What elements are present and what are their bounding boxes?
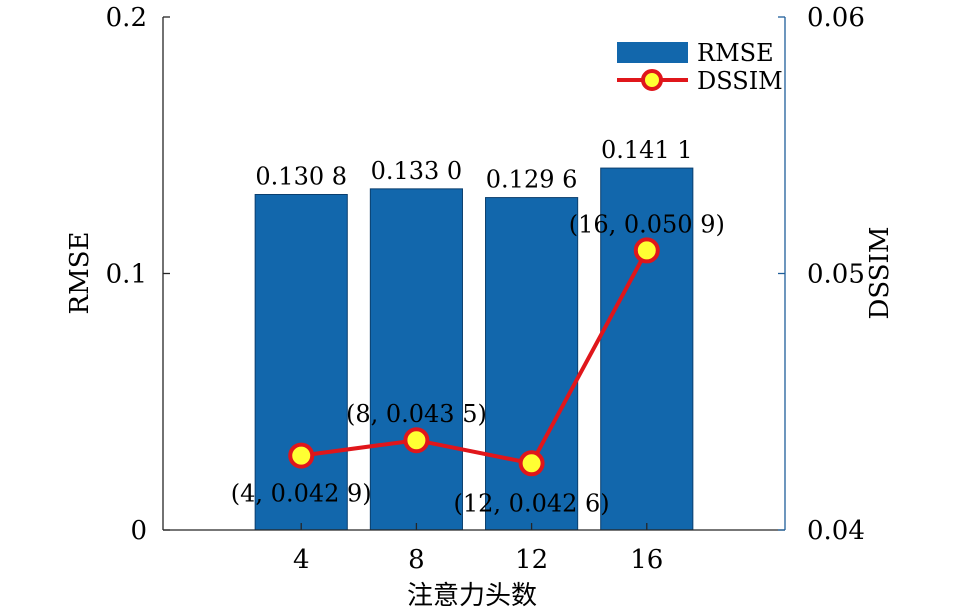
legend-label-rmse: RMSE <box>697 39 774 67</box>
legend-marker-dssim <box>641 69 663 91</box>
x-tick-label-12: 12 <box>515 545 548 575</box>
x-axis-title: 注意力头数 <box>407 581 537 611</box>
y-left-axis-title: RMSE <box>65 232 95 315</box>
y-right-tick-label-1: 0.05 <box>807 260 865 290</box>
y-right-axis-title: DSSIM <box>865 227 895 320</box>
bar-rmse-12 <box>485 197 579 531</box>
bar-value-label-4: 0.130 8 <box>255 162 347 190</box>
bar-rmse-4 <box>254 193 348 531</box>
dssim-point-label-8: (8, 0.043 5) <box>346 400 487 428</box>
y-left-tick-label-0: 0 <box>130 516 147 546</box>
dssim-point-16 <box>633 237 660 264</box>
dssim-point-label-4: (4, 0.042 9) <box>231 480 372 508</box>
x-tick-label-8: 8 <box>408 545 425 575</box>
bars-layer <box>254 167 694 531</box>
legend-label-dssim: DSSIM <box>697 67 783 95</box>
y-right-tick-label-2: 0.06 <box>807 3 865 33</box>
legend: RMSE DSSIM <box>617 39 783 95</box>
dssim-point-4 <box>288 442 315 469</box>
dssim-point-12 <box>518 450 545 477</box>
axes-layer: 0 0.1 0.2 0.04 0.05 0.06 4 8 12 16 <box>106 3 865 575</box>
bar-value-label-8: 0.133 0 <box>371 157 463 185</box>
dssim-point-label-12: (12, 0.042 6) <box>454 489 610 517</box>
bar-rmse-16 <box>600 167 694 531</box>
y-right-tick-label-0: 0.04 <box>807 516 865 546</box>
line-layer <box>288 237 660 477</box>
labels-layer: 0.130 8 0.133 0 0.129 6 0.141 1 (4, 0.042 9)… <box>231 136 725 517</box>
dssim-series-line <box>300 249 649 466</box>
bar-rmse-8 <box>369 188 463 531</box>
x-tick-label-4: 4 <box>293 545 310 575</box>
x-tick-label-16: 16 <box>630 545 663 575</box>
legend-swatch-rmse <box>617 42 688 63</box>
bar-value-label-12: 0.129 6 <box>486 166 578 194</box>
dssim-point-8 <box>403 427 430 454</box>
dssim-point-label-16: (16, 0.050 9) <box>569 210 725 238</box>
bar-value-label-16: 0.141 1 <box>601 136 693 164</box>
y-left-tick-label-2: 0.2 <box>106 3 147 33</box>
y-left-tick-label-1: 0.1 <box>106 260 147 290</box>
